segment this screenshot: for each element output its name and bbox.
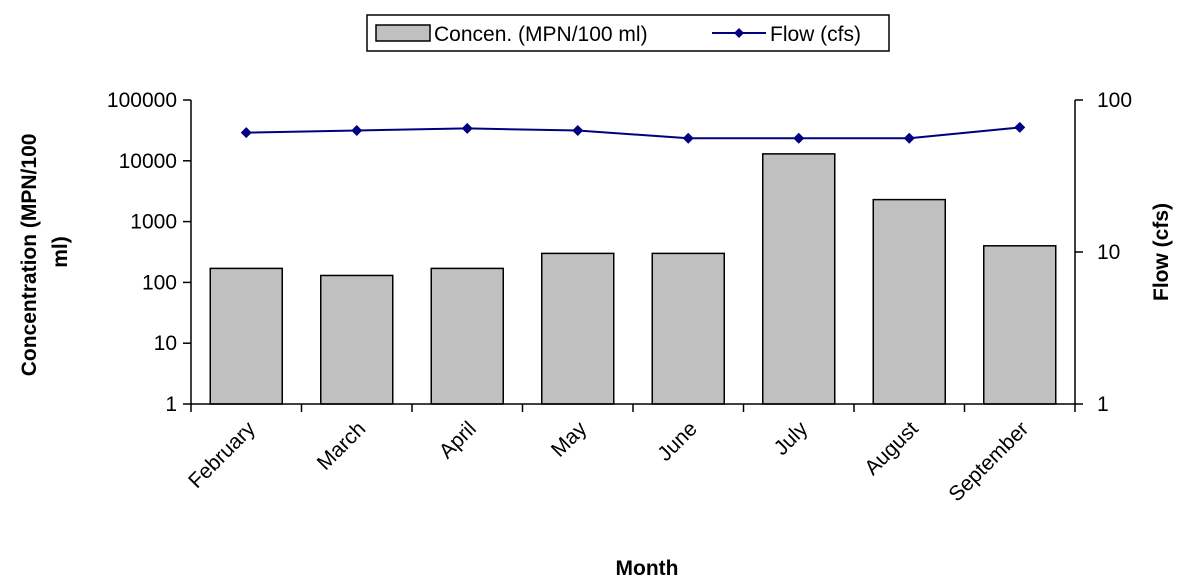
- x-tick-label-may: May: [547, 417, 592, 462]
- y-tick-label: 1000: [130, 211, 177, 234]
- x-tick-label-june: June: [653, 417, 701, 465]
- flow-line-layer: [240, 121, 1026, 144]
- legend-bar-label: Concen. (MPN/100 ml): [434, 23, 648, 46]
- bar-august: [872, 198, 946, 405]
- legend: Concen. (MPN/100 ml) Flow (cfs): [366, 14, 890, 52]
- y-tick-label: 100: [142, 271, 177, 294]
- y-tick-label: 10000: [119, 150, 177, 173]
- flow-marker-march: [351, 125, 363, 137]
- y2-tick-label: 10: [1097, 241, 1120, 264]
- bar-may: [541, 252, 615, 405]
- bar-march: [320, 274, 394, 405]
- flow-marker-april: [461, 122, 473, 134]
- y-tick-label: 100000: [107, 89, 177, 112]
- flow-marker-may: [572, 125, 584, 137]
- x-tick-label-july: July: [770, 417, 813, 460]
- bars-layer: [209, 153, 1057, 405]
- legend-bar-swatch: [375, 24, 431, 42]
- bar-june: [651, 252, 725, 405]
- bar-february: [209, 267, 283, 405]
- flow-marker-june: [682, 132, 694, 144]
- legend-box: [366, 14, 890, 52]
- y2-tick-label: 1: [1097, 393, 1109, 416]
- y2-tick-label: 100: [1097, 89, 1132, 112]
- x-tick-label-march: March: [313, 417, 371, 475]
- x-tick-label-august: August: [860, 417, 923, 480]
- bar-april: [430, 267, 504, 405]
- y-axis-title-line-2: ml): [49, 236, 72, 268]
- y-axis-title-line-1: Concentration (MPN/100: [18, 134, 41, 377]
- y2-axis-title: Flow (cfs): [1150, 203, 1173, 301]
- bar-september: [983, 245, 1057, 405]
- flow-marker-february: [240, 127, 252, 139]
- legend-line-label: Flow (cfs): [770, 23, 861, 46]
- x-axis-title: Month: [616, 557, 679, 580]
- x-tick-label-february: February: [184, 417, 260, 493]
- x-tick-label-april: April: [435, 417, 481, 463]
- y-tick-label: 10: [154, 332, 177, 355]
- y-axis-title: Concentration (MPN/100 ml): [18, 128, 72, 377]
- bar-july: [762, 153, 836, 405]
- flow-marker-september: [1014, 121, 1026, 133]
- flow-marker-august: [903, 132, 915, 144]
- legend-line-marker: [734, 28, 744, 38]
- x-tick-label-september: September: [944, 417, 1033, 506]
- flow-line: [246, 126, 1020, 140]
- y-tick-label: 1: [165, 393, 177, 416]
- flow-marker-july: [793, 132, 805, 144]
